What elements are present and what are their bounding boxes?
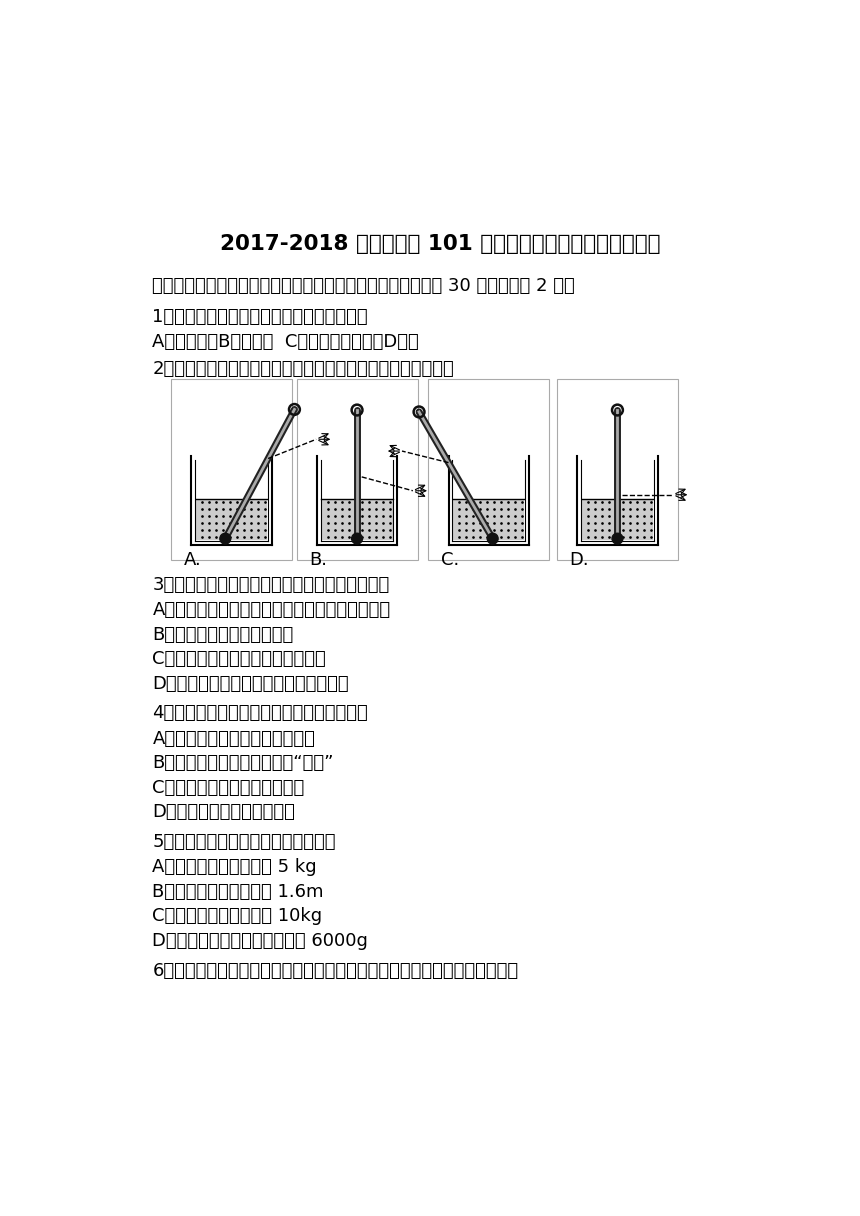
Bar <box>557 379 678 561</box>
Text: D．一位普通中学生的质量约为 6000g: D．一位普通中学生的质量约为 6000g <box>152 933 368 950</box>
Text: B.: B. <box>309 551 327 569</box>
Text: D．寒冷的冬天，湖水结成冰: D．寒冷的冬天，湖水结成冰 <box>152 804 295 822</box>
Text: A．秋天的夜晚，草叶上出现露珠: A．秋天的夜晚，草叶上出现露珠 <box>152 730 316 748</box>
Text: C．初冬的清晨，地面上出现霜: C．初冬的清晨，地面上出现霜 <box>152 779 304 796</box>
Text: A．千克　　B．摄氏度  C．千克每立方米　D．米: A．千克 B．摄氏度 C．千克每立方米 D．米 <box>152 333 419 351</box>
Text: A．将水果用保鲜膜包好后再放入冰笱的冷藏室内: A．将水果用保鲜膜包好后再放入冰笱的冷藏室内 <box>152 601 390 619</box>
Text: C．将湿衣服晊到向阳、通风的地方: C．将湿衣服晊到向阳、通风的地方 <box>152 651 326 669</box>
Text: A.: A. <box>183 551 201 569</box>
Text: B．炎热的夏天，冰棍周围冒“白气”: B．炎热的夏天，冰棍周围冒“白气” <box>152 754 334 772</box>
Text: 6．如图所示是甲、乙、丙三种固体的燕化图象，由此图象可以判断（　　）: 6．如图所示是甲、乙、丙三种固体的燕化图象，由此图象可以判断（ ） <box>152 962 519 980</box>
Text: C．一块橡皮的质量约为 10kg: C．一块橡皮的质量约为 10kg <box>152 907 322 925</box>
Text: 1．下列几个单位中是长度单位的是（　　）: 1．下列几个单位中是长度单位的是（ ） <box>152 308 368 326</box>
Text: B．用电热吹风机将头发吹干: B．用电热吹风机将头发吹干 <box>152 625 294 643</box>
Text: 2017-2018 学年北京市 101 中学八年级（上）期中物理试卷: 2017-2018 学年北京市 101 中学八年级（上）期中物理试卷 <box>220 235 661 254</box>
Bar <box>297 379 417 561</box>
Circle shape <box>612 534 623 544</box>
Text: 3．下列事例中，能使蔢发变慢的措施是（　　）: 3．下列事例中，能使蔢发变慢的措施是（ ） <box>152 575 390 593</box>
Text: 4．下列物态变化中，属于凝固的是（　　）: 4．下列物态变化中，属于凝固的是（ ） <box>152 704 368 722</box>
Text: C.: C. <box>440 551 459 569</box>
Circle shape <box>488 534 498 544</box>
Bar <box>322 499 393 540</box>
Text: B．一位中学生身高约为 1.6m: B．一位中学生身高约为 1.6m <box>152 883 324 901</box>
Bar <box>453 499 525 540</box>
Text: 一、单项选择题（四个选项，其中只有一个选项符合题意．共 30 分，每小题 2 分）: 一、单项选择题（四个选项，其中只有一个选项符合题意．共 30 分，每小题 2 分… <box>152 277 575 294</box>
Text: D.: D. <box>569 551 589 569</box>
Circle shape <box>220 534 230 544</box>
Text: A．一个苹果的质量约为 5 kg: A．一个苹果的质量约为 5 kg <box>152 858 317 877</box>
Circle shape <box>352 534 362 544</box>
Bar <box>196 499 267 540</box>
Text: D．用扫帚把洒在地面上的水向周围扫开: D．用扫帚把洒在地面上的水向周围扫开 <box>152 675 349 693</box>
Text: 2．如图所示，用温度计测液体温度的方法，正确的是（　　）: 2．如图所示，用温度计测液体温度的方法，正确的是（ ） <box>152 360 454 378</box>
Text: 5．下列估测最接近实际的是（　　）: 5．下列估测最接近实际的是（ ） <box>152 833 336 851</box>
Bar <box>428 379 550 561</box>
Bar <box>582 499 653 540</box>
Bar <box>171 379 292 561</box>
